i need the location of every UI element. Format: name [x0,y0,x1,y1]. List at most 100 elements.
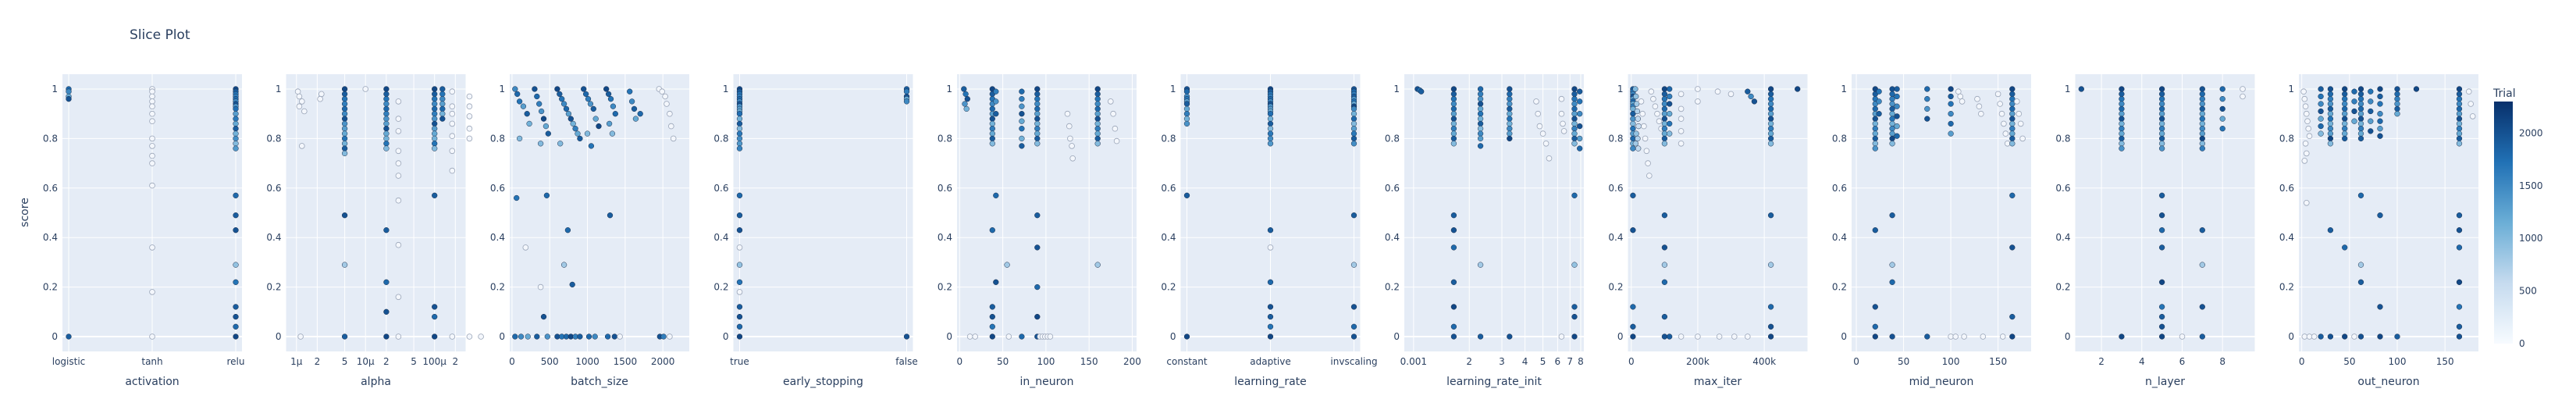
data-point [233,227,239,234]
data-point [1667,130,1673,137]
data-point [1094,116,1101,122]
data-point [514,91,521,98]
data-point [395,148,402,155]
data-point [1957,93,1964,100]
data-point [736,111,743,117]
data-point [736,130,743,137]
data-point [1648,88,1655,94]
data-point [1924,333,1930,340]
data-point [1661,141,1668,147]
x-tick-label: 1500 [614,356,638,367]
data-point [1639,110,1646,117]
data-point [2199,96,2205,102]
x-tick-label: 1μ [290,356,303,367]
data-point [1767,96,1774,102]
data-point [2158,101,2165,107]
data-point [667,123,674,130]
y-tick-label: 0.2 [938,282,952,293]
data-point [2199,141,2205,147]
data-point [2377,212,2383,219]
data-point [2158,120,2165,127]
data-point [466,333,473,340]
data-point [296,93,303,100]
data-point [1767,141,1774,147]
data-point [1094,96,1101,102]
y-tick-label: 0.2 [266,282,281,293]
data-point [1661,111,1668,117]
data-point [1005,333,1012,340]
data-point [1767,333,1774,340]
data-point [612,111,618,117]
data-point [383,227,390,234]
data-point [1477,135,1484,142]
data-point [1889,212,1895,219]
data-point [1767,323,1774,330]
data-point [1751,98,1758,105]
data-point [395,197,402,204]
data-point [2357,126,2364,132]
data-point [1635,145,1642,152]
data-point [526,120,532,127]
data-point [2009,135,2016,142]
data-point [1872,105,1878,112]
data-point [294,88,301,94]
y-tick-label: 0.8 [2055,133,2070,144]
y-tick-label: 0.4 [266,232,281,243]
data-point [2327,116,2334,122]
data-point [383,91,390,98]
data-point [1450,333,1457,340]
data-point [1889,279,1895,285]
data-point [2357,101,2364,107]
data-point [383,105,390,112]
data-point [1630,192,1636,198]
data-point [1183,192,1190,198]
data-point [1477,91,1484,98]
data-point [2158,244,2165,251]
data-point [2351,88,2357,94]
data-point [993,111,999,117]
data-point [1894,103,1900,109]
data-point [432,192,438,198]
data-point [1183,120,1190,127]
data-point [1661,116,1668,122]
data-point [1034,212,1041,219]
data-point [1948,101,1954,107]
data-point [1872,116,1878,122]
data-point [604,333,611,340]
data-point [2327,141,2334,147]
data-point [1577,135,1583,142]
data-point [233,145,239,152]
data-point [432,116,438,122]
data-point [736,135,743,142]
data-point [1661,126,1668,132]
chart-title: Slice Plot [130,27,190,43]
x-tick-label: invscaling [1330,356,1377,367]
data-point [963,105,970,112]
data-point [1571,86,1578,92]
data-point [989,313,995,320]
data-point [1630,145,1636,152]
data-point [540,116,547,122]
x-tick-label: 150 [1080,356,1098,367]
data-point [383,141,390,147]
data-point [2318,93,2324,100]
data-point [1876,111,1882,117]
data-point [298,143,305,149]
data-point [1450,135,1457,142]
x-tick-label: 0 [1853,356,1859,367]
y-tick-label: 0.2 [713,282,728,293]
data-point [233,126,239,132]
data-point [1267,130,1274,137]
data-point [1997,101,2003,107]
data-point [1650,95,1656,102]
data-point [736,212,743,219]
data-point [2377,304,2383,310]
data-point [2001,120,2007,127]
data-point [1645,160,1651,166]
data-point [149,118,155,125]
y-axis-label: score [19,198,31,227]
data-point [301,108,308,115]
plot-area [2299,74,2478,351]
data-point [2456,120,2463,127]
y-tick-label: 0.2 [1385,282,1400,293]
